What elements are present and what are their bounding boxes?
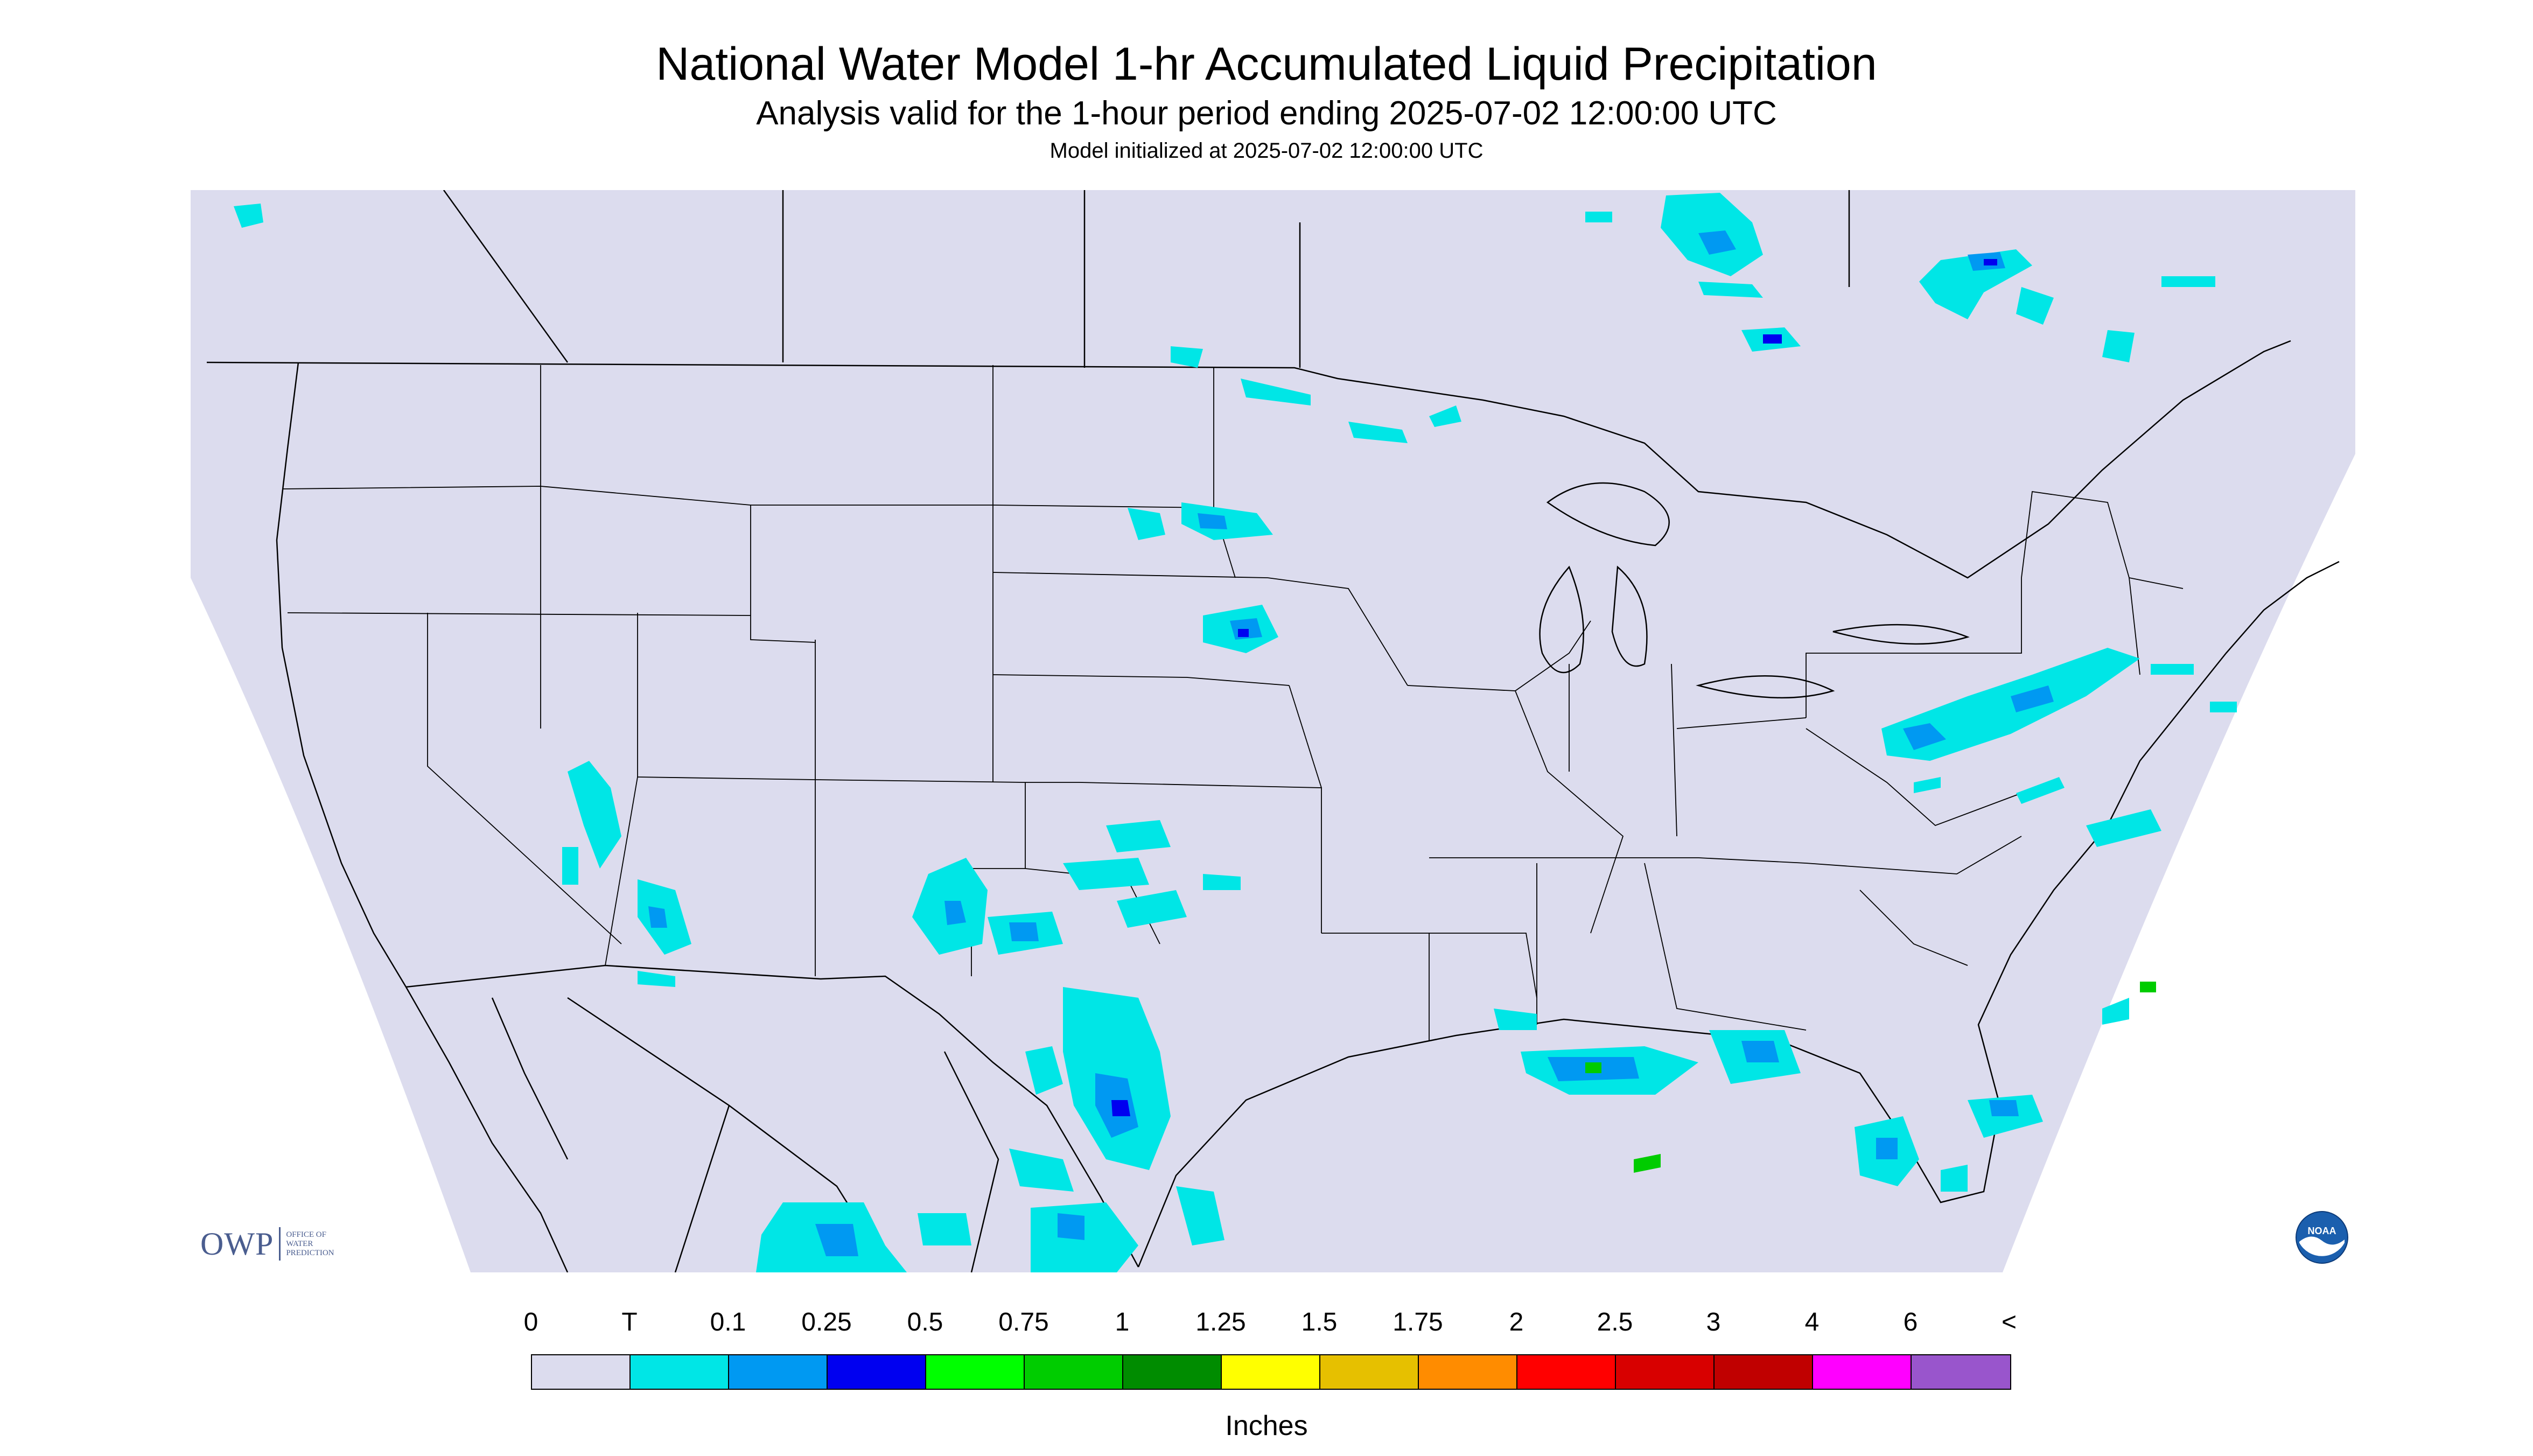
legend-swatch bbox=[1419, 1355, 1517, 1389]
legend-tick-label: 0.25 bbox=[801, 1308, 852, 1336]
legend-tick-label: 4 bbox=[1804, 1308, 1820, 1336]
legend-units: Inches bbox=[1225, 1410, 1308, 1441]
legend-tick-label: 1.75 bbox=[1393, 1308, 1443, 1336]
owp-logo-divider bbox=[279, 1227, 281, 1261]
legend-tick-label: 0 bbox=[523, 1308, 538, 1336]
map-canvas bbox=[191, 190, 2355, 1272]
legend-tick-label: 6 bbox=[1903, 1308, 1918, 1336]
legend-tick-label: 2 bbox=[1509, 1308, 1524, 1336]
chart-title: National Water Model 1-hr Accumulated Li… bbox=[656, 38, 1877, 90]
legend-tick-label: < bbox=[2001, 1308, 2017, 1336]
legend-tick-label: 1 bbox=[1115, 1308, 1130, 1336]
legend-swatch bbox=[828, 1355, 926, 1389]
owp-logo-mark: OWP bbox=[200, 1226, 274, 1262]
noaa-logo: NOAA bbox=[2296, 1211, 2348, 1264]
outside-domain-right bbox=[2003, 454, 2355, 1272]
legend-swatch bbox=[1715, 1355, 1813, 1389]
owp-logo: OWP OFFICE OF WATER PREDICTION bbox=[200, 1222, 351, 1265]
legend-tick-label: T bbox=[621, 1308, 638, 1336]
precip-trace-areas bbox=[234, 193, 2237, 1272]
legend-swatch bbox=[631, 1355, 729, 1389]
legend-tick-label: 0.5 bbox=[907, 1308, 943, 1336]
noaa-logo-text: NOAA bbox=[2308, 1226, 2336, 1236]
legend-swatch bbox=[1222, 1355, 1320, 1389]
legend-color-bar bbox=[531, 1354, 2011, 1390]
legend-swatch bbox=[729, 1355, 828, 1389]
legend-swatch bbox=[1616, 1355, 1715, 1389]
model-init-note: Model initialized at 2025-07-02 12:00:00… bbox=[1049, 139, 1484, 163]
legend-tick-label: 1.25 bbox=[1195, 1308, 1246, 1336]
legend-swatch bbox=[532, 1355, 631, 1389]
legend-swatch bbox=[1123, 1355, 1222, 1389]
legend-tick-label: 2.5 bbox=[1597, 1308, 1633, 1336]
legend-tick-label: 0.1 bbox=[710, 1308, 746, 1336]
legend-swatch bbox=[1912, 1355, 2010, 1389]
legend-swatch bbox=[1813, 1355, 1912, 1389]
legend-tick-label: 3 bbox=[1706, 1308, 1721, 1336]
legend-swatch bbox=[1025, 1355, 1123, 1389]
legend-swatch bbox=[1517, 1355, 1616, 1389]
state-boundaries bbox=[282, 365, 2184, 1041]
legend-tick-label: 1.5 bbox=[1301, 1308, 1338, 1336]
owp-logo-text: OFFICE OF WATER PREDICTION bbox=[286, 1230, 334, 1257]
political-boundaries bbox=[206, 190, 2340, 1272]
legend-swatch bbox=[926, 1355, 1025, 1389]
outside-domain-left bbox=[191, 578, 471, 1272]
legend-tick-label: 0.75 bbox=[998, 1308, 1049, 1336]
chart-subtitle: Analysis valid for the 1-hour period end… bbox=[756, 95, 1777, 132]
precipitation-map bbox=[191, 190, 2355, 1272]
legend-swatch bbox=[1320, 1355, 1419, 1389]
